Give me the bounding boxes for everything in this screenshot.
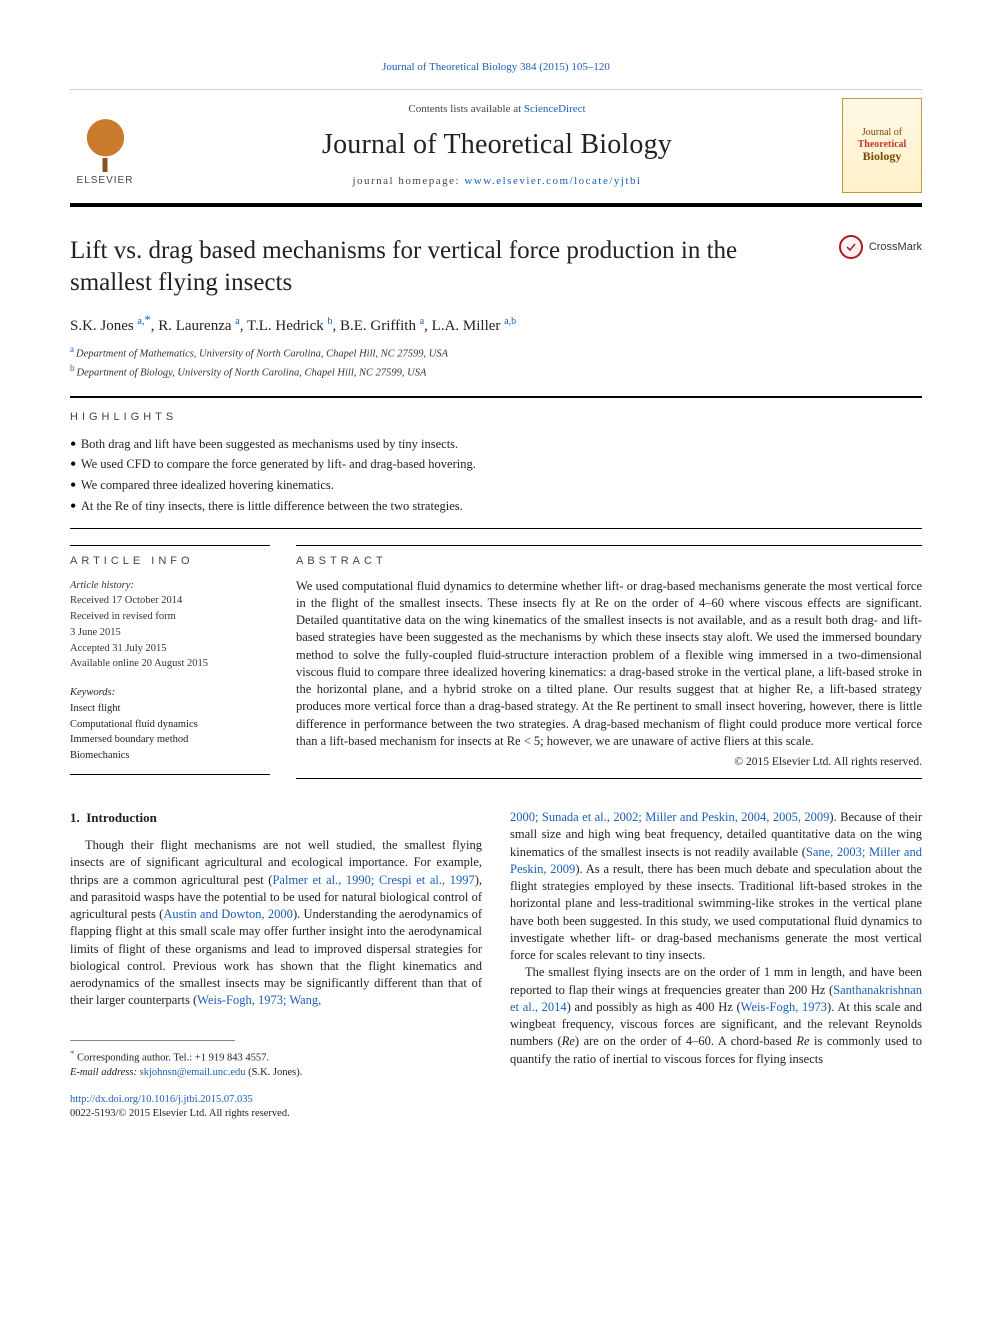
history-line: Received 17 October 2014 (70, 593, 270, 609)
article-body: 1. Introduction Though their flight mech… (70, 809, 922, 1121)
history-line: Available online 20 August 2015 (70, 656, 270, 672)
abstract-copyright: © 2015 Elsevier Ltd. All rights reserved… (296, 754, 922, 770)
elsevier-logo: ELSEVIER (70, 103, 140, 188)
author-list: S.K. Jones a,*, R. Laurenza a, T.L. Hedr… (70, 312, 922, 337)
section-heading: 1. Introduction (70, 809, 482, 827)
footnote-separator (70, 1040, 235, 1041)
affiliations: aDepartment of Mathematics, University o… (70, 343, 922, 380)
history-line: Accepted 31 July 2015 (70, 641, 270, 657)
elsevier-tree-icon (78, 113, 133, 168)
cover-line1: Journal of (862, 127, 902, 138)
affiliation-a: aDepartment of Mathematics, University o… (70, 343, 922, 362)
email-line: E-mail address: skjohnsn@email.unc.edu (… (70, 1066, 482, 1081)
article-history-label: Article history: (70, 578, 270, 594)
journal-citation-link[interactable]: Journal of Theoretical Biology 384 (2015… (382, 61, 610, 73)
journal-citation: Journal of Theoretical Biology 384 (2015… (70, 60, 922, 75)
footnotes: * Corresponding author. Tel.: +1 919 843… (70, 1047, 482, 1081)
abstract-text: We used computational fluid dynamics to … (296, 578, 922, 751)
sciencedirect-link[interactable]: ScienceDirect (524, 103, 586, 115)
cover-line2: Theoretical (858, 139, 907, 150)
article-title: Lift vs. drag based mechanisms for verti… (70, 235, 839, 298)
article-info-column: ARTICLE INFO Article history: Received 1… (70, 545, 270, 779)
journal-cover-thumbnail: Journal of Theoretical Biology (842, 98, 922, 193)
divider (296, 778, 922, 779)
highlight-item: We compared three idealized hovering kin… (70, 475, 922, 496)
keyword: Immersed boundary method (70, 732, 270, 748)
email-attribution: (S.K. Jones). (246, 1067, 303, 1078)
highlight-item: We used CFD to compare the force generat… (70, 454, 922, 475)
cover-line3: Biology (863, 149, 902, 163)
corresponding-author-note: * Corresponding author. Tel.: +1 919 843… (70, 1047, 482, 1066)
divider (70, 774, 270, 775)
journal-homepage-link[interactable]: www.elsevier.com/locate/yjtbi (464, 175, 641, 187)
crossmark-label: CrossMark (869, 240, 922, 255)
keyword: Biomechanics (70, 748, 270, 764)
homepage-prefix: journal homepage: (352, 175, 464, 187)
email-label: E-mail address: (70, 1067, 140, 1078)
body-paragraph: Though their flight mechanisms are not w… (70, 837, 482, 1010)
keyword: Computational fluid dynamics (70, 717, 270, 733)
keyword: Insect flight (70, 701, 270, 717)
highlights-section: HIGHLIGHTS Both drag and lift have been … (70, 410, 922, 516)
affiliation-b: bDepartment of Biology, University of No… (70, 362, 922, 381)
issn-copyright: 0022-5193/© 2015 Elsevier Ltd. All right… (70, 1107, 482, 1121)
keywords-label: Keywords: (70, 686, 270, 701)
doi-link[interactable]: http://dx.doi.org/10.1016/j.jtbi.2015.07… (70, 1094, 253, 1105)
contents-prefix: Contents lists available at (408, 103, 523, 115)
abstract-label: ABSTRACT (296, 554, 922, 569)
divider (70, 528, 922, 529)
highlight-item: Both drag and lift have been suggested a… (70, 434, 922, 455)
crossmark-badge[interactable]: CrossMark (839, 235, 922, 259)
highlight-item: At the Re of tiny insects, there is litt… (70, 496, 922, 517)
journal-homepage-line: journal homepage: www.elsevier.com/locat… (152, 174, 842, 189)
journal-title: Journal of Theoretical Biology (152, 125, 842, 164)
history-line: 3 June 2015 (70, 625, 270, 641)
author-email-link[interactable]: skjohnsn@email.unc.edu (140, 1067, 246, 1078)
crossmark-icon (839, 235, 863, 259)
contents-available-line: Contents lists available at ScienceDirec… (152, 102, 842, 117)
history-line: Received in revised form (70, 609, 270, 625)
body-paragraph-continued: 2000; Sunada et al., 2002; Miller and Pe… (510, 809, 922, 964)
highlights-label: HIGHLIGHTS (70, 410, 922, 425)
body-paragraph: The smallest flying insects are on the o… (510, 964, 922, 1068)
abstract-column: ABSTRACT We used computational fluid dyn… (296, 545, 922, 779)
divider (70, 396, 922, 398)
elsevier-wordmark: ELSEVIER (77, 174, 134, 188)
journal-header: ELSEVIER Contents lists available at Sci… (70, 89, 922, 207)
article-info-label: ARTICLE INFO (70, 554, 270, 569)
